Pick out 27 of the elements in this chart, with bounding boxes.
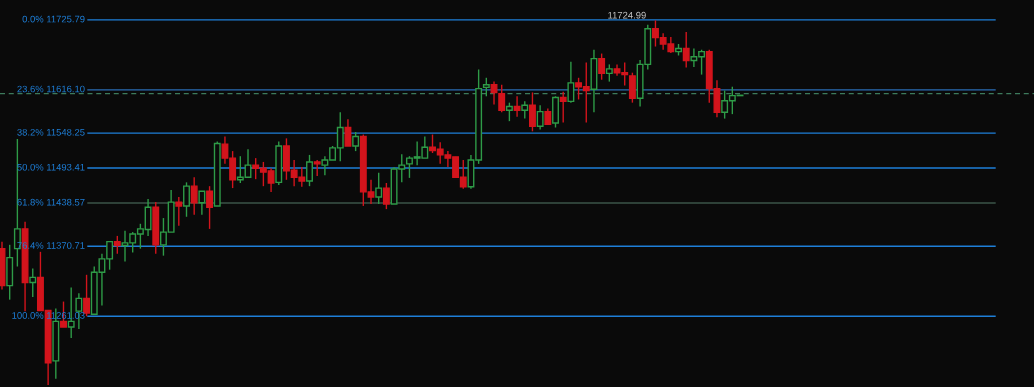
ref-line-label: 0.0% 11725.79	[22, 15, 85, 23]
candlestick	[306, 154, 313, 187]
candlestick	[628, 71, 636, 104]
candlestick	[352, 131, 360, 152]
candlestick	[190, 176, 198, 216]
annotation: 11724.99	[608, 11, 646, 19]
candlestick	[382, 182, 390, 210]
candlestick	[482, 77, 490, 97]
candlestick	[513, 95, 521, 118]
candlestick	[206, 185, 214, 230]
candlestick	[505, 101, 513, 122]
candlestick	[536, 104, 544, 131]
candlestick	[567, 61, 575, 104]
candlestick	[344, 118, 352, 147]
ref-line-label: 38.2% 11548.25	[17, 128, 85, 136]
candlestick	[198, 190, 206, 216]
candlestick	[83, 274, 91, 317]
candlestick	[29, 267, 37, 298]
candlestick	[598, 52, 606, 81]
candlestick	[183, 181, 190, 218]
candlestick	[559, 91, 567, 124]
candlestick	[682, 31, 690, 69]
candlestick	[528, 91, 536, 133]
candlestick	[175, 196, 183, 227]
candlestick	[375, 172, 383, 205]
candlestick	[498, 84, 506, 113]
ref-line-label: 23.6% 11616.10	[17, 85, 85, 93]
